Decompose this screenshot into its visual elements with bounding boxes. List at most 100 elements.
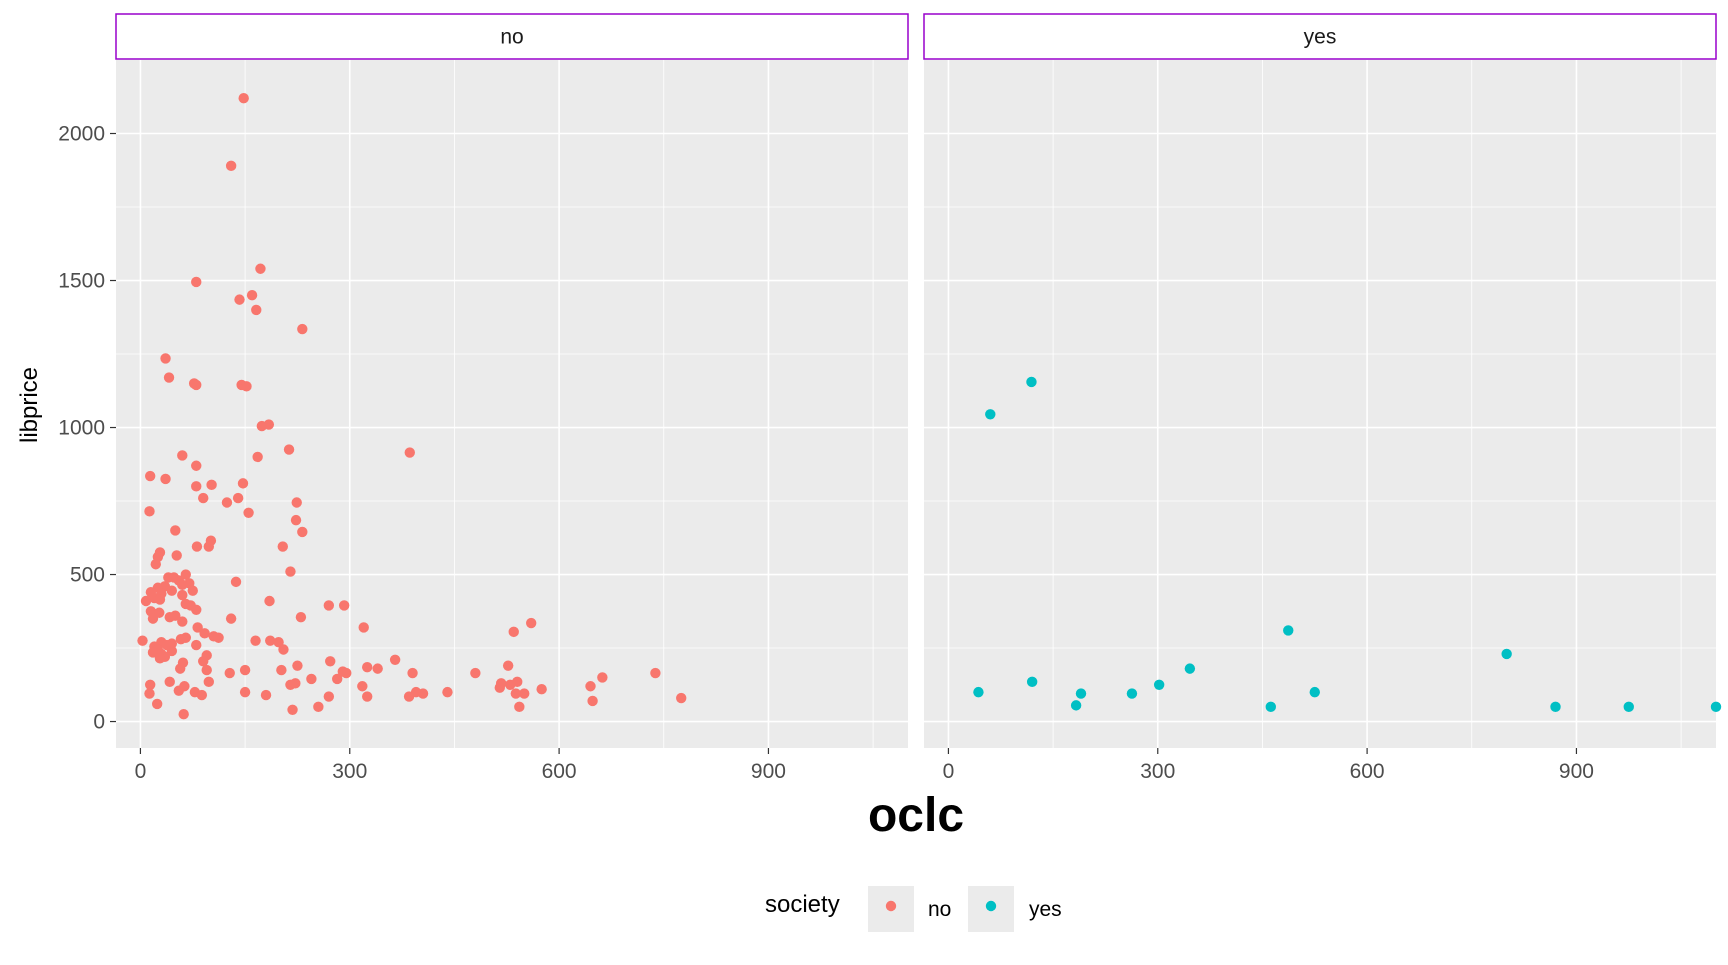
data-point-no [144,470,156,482]
data-point-no [206,479,217,491]
data-point-no [140,595,152,607]
data-point-no [203,541,215,552]
data-point-no [191,639,202,651]
data-point-yes [1026,376,1037,388]
y-tick-label: 2000 [58,123,105,146]
legend-item-yes: yes [968,886,1062,932]
data-point-no [178,708,189,720]
data-point-no [297,323,308,335]
data-point-no [171,550,182,561]
data-point-yes [985,409,996,420]
data-point-no [505,679,516,690]
data-point-no [191,460,202,471]
data-point-no [187,585,198,596]
y-axis-title: libprice [16,367,43,443]
data-point-no [234,294,245,305]
data-point-no [144,688,155,699]
data-point-no [502,660,514,671]
data-point-no [323,600,335,611]
data-point-no [177,616,188,627]
data-point-yes [1309,686,1320,698]
data-point-yes [973,686,984,698]
data-point-no [154,653,166,664]
data-point-no [196,689,208,701]
data-point-no [166,645,178,657]
data-point-no [173,685,185,696]
data-point-no [175,634,187,645]
legend-key-point [885,900,897,912]
data-point-yes [1153,679,1165,690]
data-point-no [283,444,295,455]
x-tick-label: 900 [1559,760,1594,783]
data-point-no [177,579,188,591]
data-point-no [494,682,505,693]
data-point-no [180,569,191,580]
data-point-yes [1265,701,1277,713]
data-point-no [519,688,530,699]
data-point-no [470,667,481,679]
panel-background [924,60,1716,748]
x-tick-label: 600 [1350,760,1385,783]
data-point-no [221,497,233,508]
data-point-yes [1126,688,1138,699]
data-point-no [403,691,415,702]
x-tick-label: 300 [332,760,367,783]
data-point-no [150,559,161,570]
data-point-no [256,420,268,432]
data-point-no [237,478,249,489]
data-point-no [358,622,369,633]
data-point-no [201,664,212,676]
data-point-no [325,656,336,667]
data-point-no [290,514,302,526]
data-point-no [225,613,237,624]
data-point-yes [1283,625,1294,636]
data-point-no [536,683,547,695]
data-point-no [389,654,401,665]
data-point-yes [1026,676,1038,688]
data-point-no [225,160,237,172]
data-point-no [417,688,429,699]
data-point-no [198,656,209,667]
data-point-no [306,673,317,685]
data-point-no [278,644,289,655]
data-point-no [514,701,525,713]
facet-strip-yes [923,13,1717,60]
data-point-no [587,695,598,707]
data-point-no [251,304,262,316]
data-point-no [255,263,266,274]
data-point-no [404,447,415,458]
data-point-yes [1710,701,1722,713]
data-point-no [276,664,287,676]
data-point-yes [1550,701,1561,713]
data-point-no [199,628,210,639]
data-point-no [372,663,383,674]
data-point-no [170,525,181,536]
data-point-no [191,481,202,492]
data-point-no [525,617,537,629]
data-point-no [277,541,288,552]
data-point-no [442,686,453,698]
y-tick-label: 500 [70,564,105,587]
data-point-no [151,698,163,710]
data-point-no [230,576,242,588]
data-point-no [241,381,252,392]
data-point-no [250,635,261,646]
y-tick-label: 1000 [58,417,105,440]
legend-label: no [928,898,951,921]
data-point-yes [1070,700,1082,711]
data-point-no [332,673,343,685]
facet-strip-label-yes: yes [1304,26,1337,49]
data-point-no [597,672,608,683]
data-point-no [265,635,276,646]
data-point-no [147,613,159,624]
data-point-yes [1501,648,1512,660]
data-point-no [323,691,335,702]
data-point-no [232,492,244,504]
data-point-no [239,686,251,698]
legend-item-no: no [868,886,951,932]
data-point-no [164,676,175,688]
data-point-no [191,379,202,391]
data-point-no [174,663,186,674]
